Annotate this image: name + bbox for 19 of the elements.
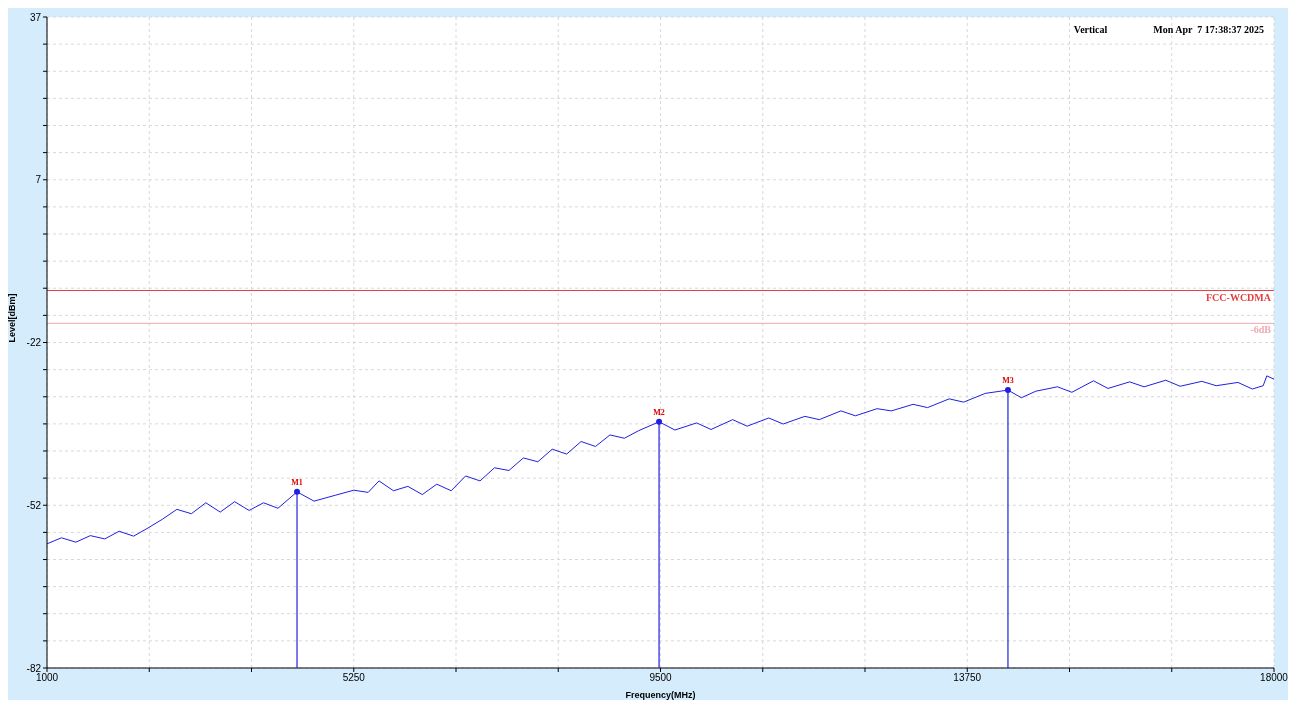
x-tick-label: 1000	[35, 672, 59, 684]
ref-line-label: FCC-WCDMA	[1206, 291, 1272, 303]
x-axis-title: Frequency(MHz)	[625, 690, 696, 700]
annotation: Vertical	[1073, 24, 1108, 35]
annotation: M3	[1002, 376, 1014, 386]
annotation: Mon Apr 7 17:38:37 2025	[1153, 24, 1264, 35]
y-axis-title: Level[dBm]	[7, 293, 18, 343]
x-tick-label: 9500	[649, 672, 673, 684]
x-tick-label: 13750	[953, 672, 982, 684]
annotation: M2	[653, 407, 665, 417]
x-tick-label: 5250	[342, 672, 366, 684]
annotation: M1	[291, 477, 303, 487]
ref-line-label: -6dB	[1250, 324, 1272, 336]
y-tick-label: -22	[26, 337, 42, 349]
y-tick-label: -52	[26, 499, 42, 511]
y-tick-label: -82	[26, 662, 42, 674]
y-tick-label: 37	[29, 11, 42, 23]
x-tick-label: 18000	[1260, 672, 1289, 684]
y-tick-label: 7	[35, 174, 42, 186]
